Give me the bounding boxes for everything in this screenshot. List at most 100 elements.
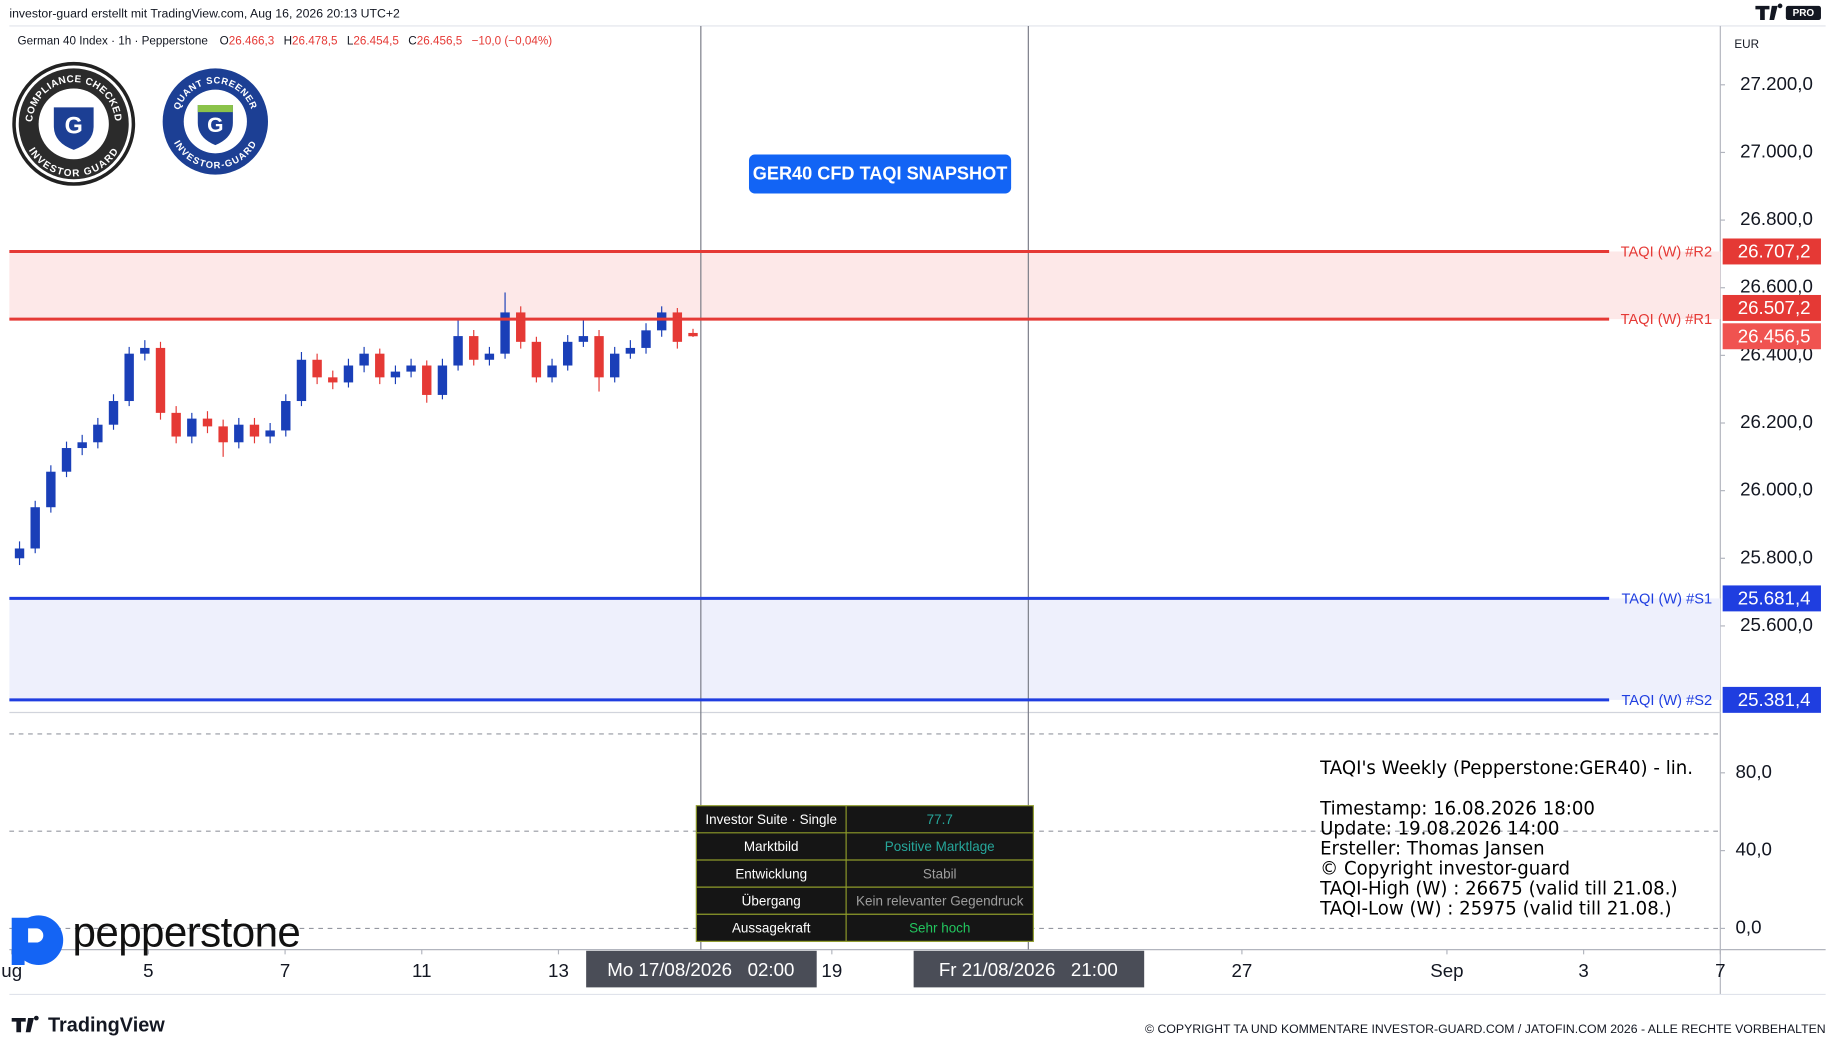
badge-quant: QUANT SCREENER INVESTOR-GUARD G xyxy=(162,68,268,175)
candle-body xyxy=(437,365,448,395)
x-tick-label: 5 xyxy=(143,960,153,981)
snapshot-button[interactable] xyxy=(748,154,1012,194)
level-name: TAQI (W) #R1 xyxy=(1621,312,1712,328)
level-name: TAQI (W) #R2 xyxy=(1621,244,1712,260)
pro-label: PRO xyxy=(1793,8,1815,19)
candle-body xyxy=(249,424,260,437)
pepperstone-logo: pepperstone xyxy=(11,909,301,965)
x-tick-label: 7 xyxy=(1715,960,1725,981)
y-tick-label: 26.600,0 xyxy=(1740,276,1813,297)
table-key: Übergang xyxy=(742,893,801,908)
candle-body xyxy=(124,353,134,402)
badge-letter: G xyxy=(65,113,83,139)
table-value: Sehr hoch xyxy=(909,921,970,936)
x-tick-label: 13 xyxy=(548,960,569,981)
x-tick-label: 27 xyxy=(1231,960,1252,981)
currency: EUR xyxy=(1734,38,1759,51)
candle-body xyxy=(281,401,291,431)
candle-body xyxy=(296,359,307,402)
osc-tick-label: 40,0 xyxy=(1736,839,1772,860)
osc-tick-label: 0,0 xyxy=(1736,916,1762,937)
table-key: Aussagekraft xyxy=(732,921,811,936)
level-price-box xyxy=(1722,686,1821,713)
table-value: 77.7 xyxy=(927,812,953,827)
candle-body xyxy=(594,336,604,378)
table-bg xyxy=(695,805,1034,942)
y-tick-label: 25.600,0 xyxy=(1740,614,1813,635)
candle-body xyxy=(171,412,181,437)
y-tick-label: 27.200,0 xyxy=(1740,73,1813,94)
candle-body xyxy=(563,341,573,366)
osc-tick-label: 80,0 xyxy=(1736,761,1772,782)
candle-body xyxy=(265,430,275,437)
info-line: TAQI-Low (W) : 25975 (valid till 21.08.) xyxy=(1319,898,1672,919)
level-price-box xyxy=(1722,294,1821,321)
table-key: Marktbild xyxy=(744,839,799,854)
y-tick-label: 26.200,0 xyxy=(1740,411,1813,432)
badge-shield xyxy=(53,107,94,150)
candle-body xyxy=(578,336,589,342)
badge-compliance: COMPLIANCE CHECKED INVESTOR GUARD G xyxy=(12,61,136,186)
candle-body xyxy=(516,312,526,342)
ohlc-key: C xyxy=(408,34,417,47)
candle-body xyxy=(390,371,401,378)
level-price-label: 25.681,4 xyxy=(1738,588,1811,609)
level-band xyxy=(9,598,1721,700)
candle-body xyxy=(375,353,385,378)
pepperstone-icon-p xyxy=(28,928,44,943)
last-price-label: 26.456,5 xyxy=(1738,325,1811,346)
level-price-box xyxy=(1722,585,1821,612)
tradingview-brand: TradingView xyxy=(48,1015,165,1037)
x-tick-label: ug xyxy=(1,960,22,981)
x-tick-label: 7 xyxy=(280,960,290,981)
candle-body xyxy=(46,471,56,508)
marker-label-box xyxy=(586,950,817,988)
badge-letter: G xyxy=(207,114,223,137)
tv-mark xyxy=(1755,3,1783,21)
change: −10,0 (−0,04%) xyxy=(472,34,553,47)
info-line: Ersteller: Thomas Jansen xyxy=(1320,838,1545,859)
snapshot-label: GER40 CFD TAQI SNAPSHOT xyxy=(753,163,1008,183)
candle-body xyxy=(30,507,40,549)
info-title: TAQI's Weekly (Pepperstone:GER40) - lin. xyxy=(1319,758,1693,779)
badge-shield xyxy=(197,104,233,146)
candle-body xyxy=(359,353,369,366)
candle-body xyxy=(343,365,354,383)
candle-body xyxy=(234,424,244,443)
marker-label: Mo 17/08/2026 02:00 xyxy=(607,959,794,980)
symbol-line: German 40 Index · 1h · Pepperstone O26.46… xyxy=(18,34,553,47)
candle-body xyxy=(484,353,495,360)
table-key: Entwicklung xyxy=(735,866,807,881)
marker-label-box xyxy=(913,950,1145,988)
info-line: Update: 19.08.2026 14:00 xyxy=(1320,818,1559,839)
info-line: Timestamp: 16.08.2026 18:00 xyxy=(1319,798,1595,819)
candle-body xyxy=(547,365,557,378)
symbol: German 40 Index · 1h · Pepperstone xyxy=(18,34,208,47)
candle-body xyxy=(218,426,228,443)
table-value: Positive Marktlage xyxy=(885,839,995,854)
level-name: TAQI (W) #S2 xyxy=(1621,693,1712,709)
candle-body xyxy=(625,347,636,354)
candle-body xyxy=(453,336,463,366)
candle-body xyxy=(531,341,542,378)
candle-body xyxy=(93,424,103,443)
ohlc-value: 26.466,3 xyxy=(229,34,275,47)
pepperstone-brand: pepperstone xyxy=(73,909,301,956)
level-price-label: 26.707,2 xyxy=(1738,241,1811,262)
ohlc-key: H xyxy=(284,34,292,47)
caption: investor-guard erstellt mit TradingView.… xyxy=(9,6,400,20)
candle-body xyxy=(108,401,119,425)
plot: 25.600,025.800,026.000,026.200,026.400,0… xyxy=(1,25,1821,988)
candle-body xyxy=(14,548,25,559)
ohlc-value: 26.478,5 xyxy=(292,34,338,47)
table-key: Investor Suite · Single xyxy=(705,812,837,827)
candle-body xyxy=(406,365,416,372)
candle-body xyxy=(656,312,667,331)
candle-body xyxy=(500,312,510,354)
info-line: © Copyright investor-guard xyxy=(1320,858,1570,879)
candle-body xyxy=(469,336,479,360)
candle-body xyxy=(641,330,651,348)
level-price-label: 26.507,2 xyxy=(1738,297,1811,318)
table-value: Stabil xyxy=(923,866,957,881)
